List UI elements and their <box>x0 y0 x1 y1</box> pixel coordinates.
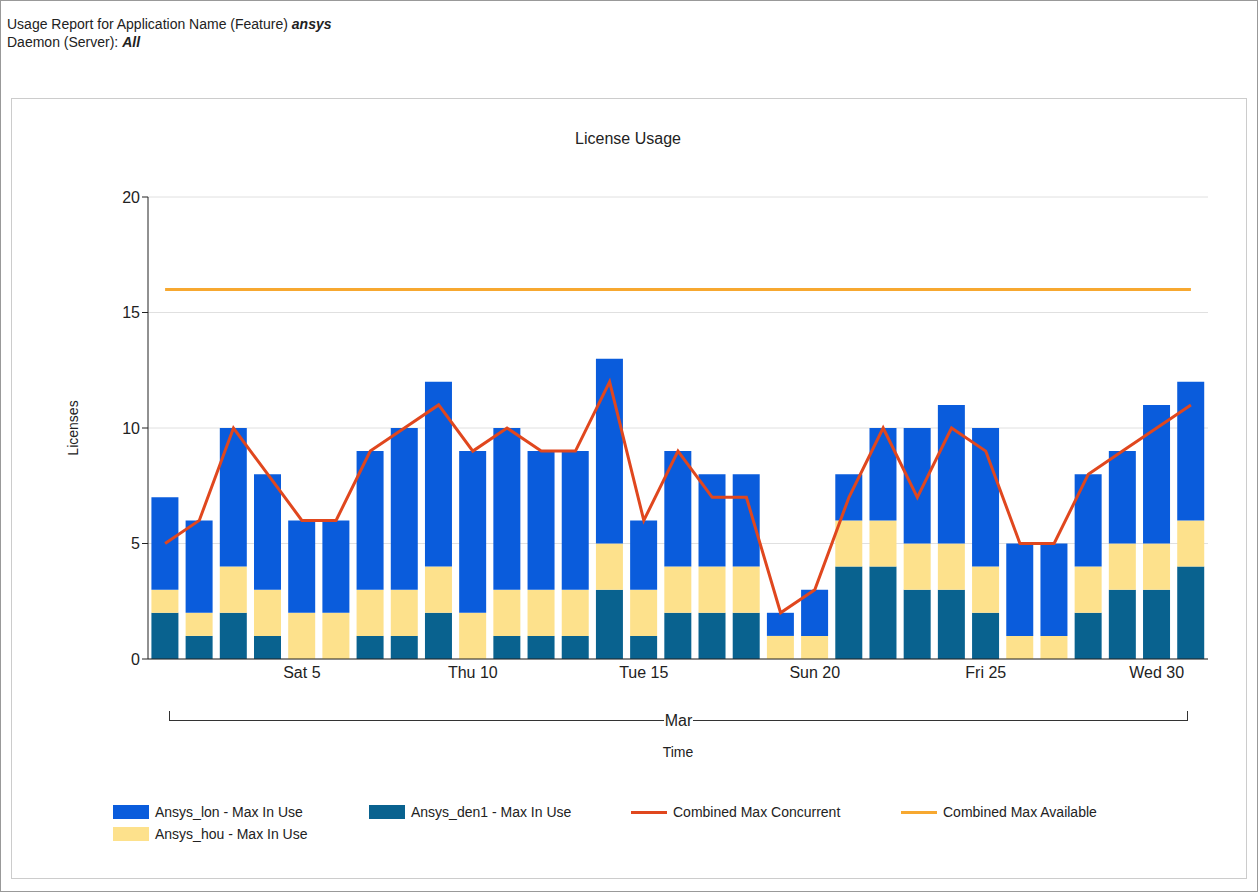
svg-text:0: 0 <box>131 651 140 668</box>
html-text:Ansys_hou - Max In Use: Ansys_hou - Max In Use <box>155 826 308 842</box>
html-text:Daemon (Server): All: Daemon (Server): All <box>7 34 140 50</box>
html-text:Ansys_lon - Max In Use: Ansys_lon - Max In Use <box>155 804 303 820</box>
html-text:Combined Max Concurrent: Combined Max Concurrent <box>673 804 841 820</box>
html-text:Ansys_den1 - Max In Use: Ansys_den1 - Max In Use <box>411 804 572 820</box>
svg-text:Wed 30: Wed 30 <box>1129 664 1184 681</box>
svg-text:5: 5 <box>131 535 140 552</box>
svg-text:Tue 15: Tue 15 <box>619 664 668 681</box>
html-text:License Usage: License Usage <box>575 130 681 147</box>
svg-text:Licenses: Licenses <box>65 400 81 455</box>
svg-text:Sun 20: Sun 20 <box>789 664 840 681</box>
svg-text:10: 10 <box>122 420 140 437</box>
svg-text:15: 15 <box>122 304 140 321</box>
svg-text:20: 20 <box>122 189 140 206</box>
html-text:Usage Report for Application N: Usage Report for Application Name (Featu… <box>7 16 332 32</box>
svg-text:Sat 5: Sat 5 <box>283 664 320 681</box>
html-text:Mar: Mar <box>664 712 693 729</box>
svg-text:Thu 10: Thu 10 <box>448 664 498 681</box>
svg-text:Fri 25: Fri 25 <box>965 664 1006 681</box>
html-text:Time: Time <box>662 744 694 760</box>
html-text:Combined Max Available: Combined Max Available <box>943 804 1097 820</box>
